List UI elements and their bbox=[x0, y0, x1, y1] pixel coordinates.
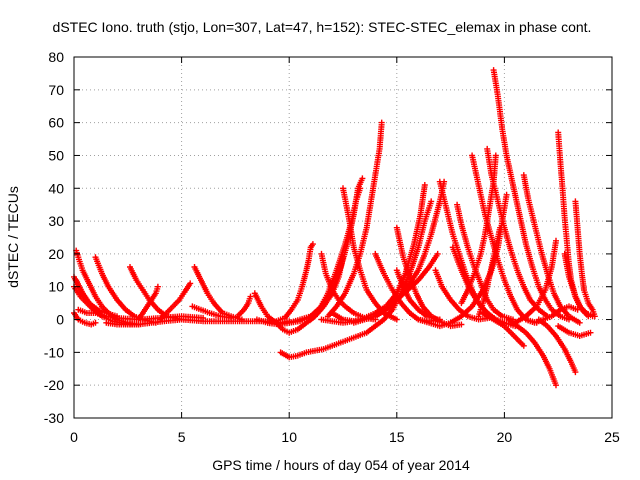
x-axis-label: GPS time / hours of day 054 of year 2014 bbox=[212, 457, 470, 473]
series-31-markers bbox=[432, 267, 493, 323]
y-tick-label: 30 bbox=[48, 213, 64, 229]
series-40-markers bbox=[479, 310, 527, 349]
y-tick-label: -30 bbox=[44, 410, 64, 426]
series-49 bbox=[561, 250, 592, 320]
series-46 bbox=[572, 198, 598, 320]
series-10 bbox=[157, 280, 194, 323]
series-37-markers bbox=[475, 224, 504, 320]
series-26-markers bbox=[350, 178, 448, 326]
series-40 bbox=[479, 310, 527, 349]
y-tick-label: 80 bbox=[48, 49, 64, 65]
series-39 bbox=[484, 145, 551, 320]
y-tick-label: 20 bbox=[48, 246, 64, 262]
series-37 bbox=[475, 224, 504, 320]
series-12 bbox=[189, 303, 235, 321]
series-31 bbox=[432, 267, 493, 323]
chart-title: dSTEC Iono. truth (stjo, Lon=307, Lat=47… bbox=[53, 19, 592, 35]
series-48 bbox=[555, 323, 594, 339]
y-tick-label: 70 bbox=[48, 82, 64, 98]
series-44-markers bbox=[520, 172, 583, 326]
y-tick-label: 40 bbox=[48, 180, 64, 196]
x-tick-label: 25 bbox=[604, 429, 620, 445]
series-20 bbox=[307, 185, 364, 323]
series-20-markers bbox=[307, 185, 364, 323]
plot-frame bbox=[73, 56, 613, 419]
series-10-markers bbox=[157, 280, 194, 323]
series-47 bbox=[535, 316, 579, 376]
series-38-markers bbox=[490, 67, 572, 323]
y-tick-label: 60 bbox=[48, 115, 64, 131]
series-17 bbox=[264, 241, 316, 326]
series-26 bbox=[350, 178, 448, 326]
series-38 bbox=[490, 67, 572, 323]
y-tick-label: -10 bbox=[44, 344, 64, 360]
y-tick-label: 0 bbox=[56, 312, 64, 328]
x-tick-label: 15 bbox=[389, 429, 405, 445]
series-34-markers bbox=[454, 201, 516, 323]
x-tick-label: 20 bbox=[497, 429, 513, 445]
series-39-markers bbox=[484, 145, 551, 320]
y-axis-label: dSTEC / TECUs bbox=[5, 186, 21, 288]
series-12-markers bbox=[189, 303, 235, 321]
series-22-markers bbox=[324, 119, 385, 320]
x-tick-label: 0 bbox=[70, 429, 78, 445]
series-13 bbox=[234, 293, 254, 320]
y-tick-label: 50 bbox=[48, 147, 64, 163]
axis-ticks: 0 5 10 15 20 25 -30 -20 -10 0 10 20 30 40 50 60 70 80 bbox=[44, 49, 620, 445]
series-47-markers bbox=[535, 316, 579, 376]
series-22 bbox=[324, 119, 385, 320]
y-tick-label: -20 bbox=[44, 377, 64, 393]
y-tick-label: 10 bbox=[48, 279, 64, 295]
series-48-markers bbox=[555, 323, 594, 339]
series-34 bbox=[454, 201, 516, 323]
series-44 bbox=[520, 172, 583, 326]
series-49-markers bbox=[561, 250, 592, 320]
x-tick-label: 10 bbox=[281, 429, 297, 445]
x-tick-label: 5 bbox=[178, 429, 186, 445]
series-13-markers bbox=[234, 293, 254, 320]
series-17-markers bbox=[264, 241, 316, 326]
series-46-markers bbox=[572, 198, 598, 320]
